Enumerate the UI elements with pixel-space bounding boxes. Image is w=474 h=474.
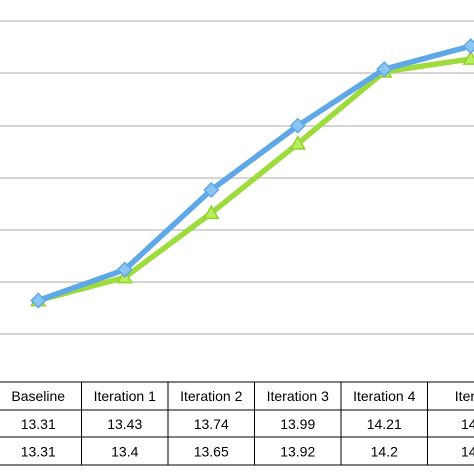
table-value-cell: 13.4 [111,444,138,460]
table-value-cell: 14. [461,416,474,432]
series-1-point [462,38,474,55]
table-header-cell: Baseline [11,388,65,404]
table-value-cell: 13.65 [194,444,229,460]
table-value-cell: 14.21 [367,416,402,432]
table-value-cell: 13.74 [194,416,229,432]
series-line-1 [35,43,474,304]
table-value-cell: 13.31 [21,416,56,432]
table-value-cell: 13.31 [21,444,56,460]
series-1-point [376,61,393,78]
table-value-cell: 13.99 [280,416,315,432]
series-1-point [203,181,220,199]
table-value-cell: 13.43 [107,416,142,432]
table-value-cell: 14. [461,444,474,460]
table-value-cell: 14.2 [371,444,398,460]
gridlines [0,20,474,335]
table-header-cell: Iteration 3 [267,388,329,404]
table-header-cell: Iteration 4 [353,388,415,404]
table-header-cell: Iteration 2 [180,388,242,404]
table-header-cell: Iterat [455,388,474,404]
series-layer [29,38,474,309]
series-line-2 [35,56,474,304]
table-value-cell: 13.92 [280,444,315,460]
series-1-point [116,261,133,278]
table-header-cell: Iteration 1 [94,388,156,404]
series-2-point [289,135,307,150]
series-1-point [289,117,306,134]
series-2-point [462,50,474,65]
series-2-point [202,204,220,220]
data-table: Baseline Iteration 1 Iteration 2 Iteration … [0,381,474,466]
series-1-point [30,292,47,309]
